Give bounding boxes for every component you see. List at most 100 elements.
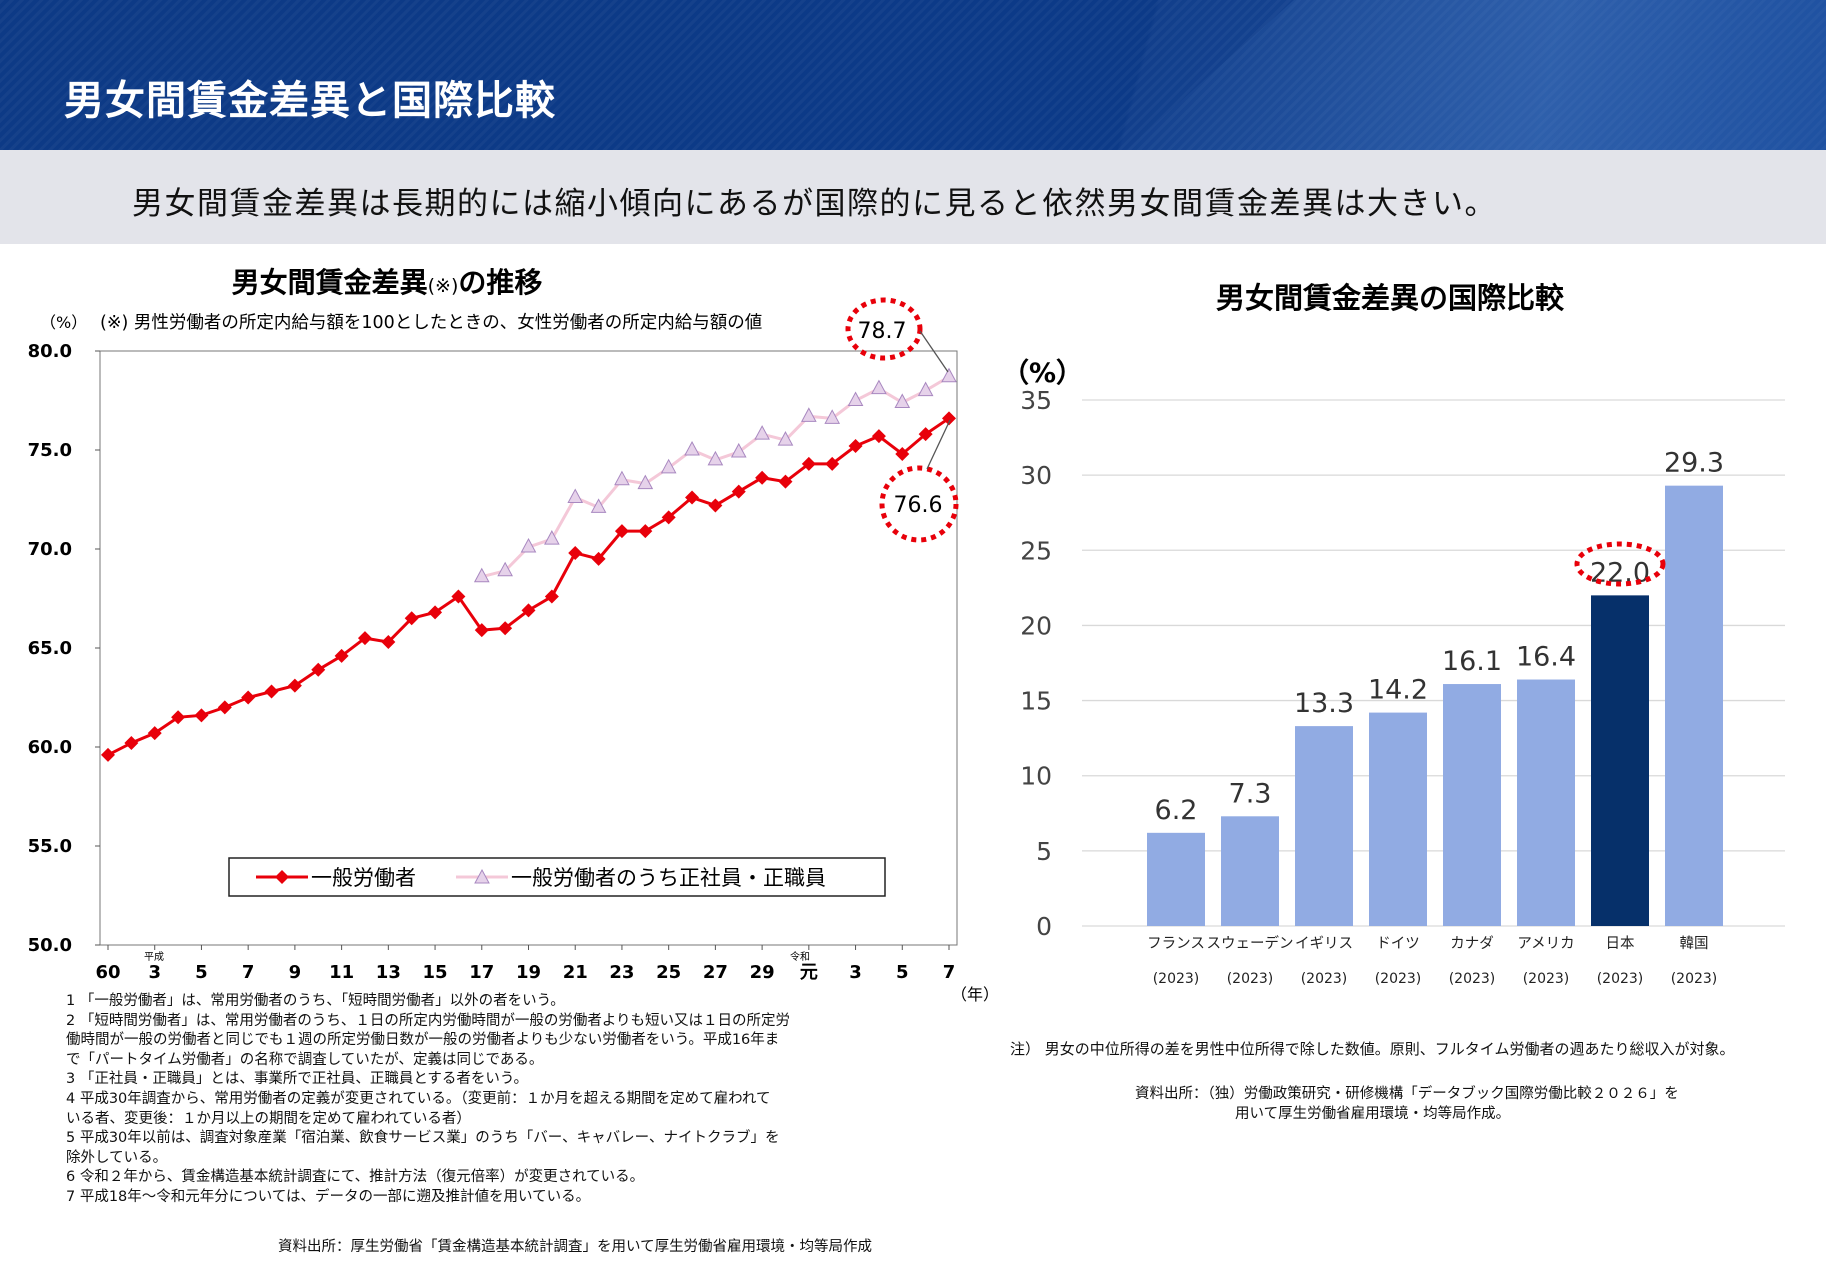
callout-78-7-label: 78.7 (858, 319, 907, 344)
x-tick-label: 25 (656, 962, 681, 983)
x-tick-label: 3 (849, 962, 862, 983)
general-point (521, 603, 536, 618)
bar-5 (1517, 679, 1575, 926)
line-plot-area (99, 350, 958, 946)
general-point (614, 524, 629, 539)
x-tick-label: 15 (423, 962, 448, 983)
general-point (942, 411, 956, 426)
regular-point (754, 425, 770, 440)
general-point (918, 427, 933, 442)
bar-y-tick-label: 25 (1020, 536, 1052, 565)
x-tick-label: 元 (800, 962, 818, 983)
regular-point (614, 470, 630, 486)
bar-chart-yunit: （%） (1002, 358, 1083, 389)
x-tick-label: 3 (148, 962, 161, 983)
regular-point (847, 391, 864, 406)
bar-4 (1443, 684, 1501, 926)
regular-point (637, 474, 654, 490)
bar-year-label: (2023) (1671, 971, 1718, 987)
bar-category-label: フランス (1147, 936, 1205, 952)
summary-text: 男女間賃金差異は長期的には縮小傾向にあるが国際的に見ると依然男女間賃金差異は大き… (132, 186, 1497, 222)
general-point (708, 498, 723, 513)
bar-series: 6.2 フランス (2023) 7.3 スウェーデン (2023) 13.3 イギリス (202… (1147, 448, 1724, 987)
header-bar (0, 0, 1826, 150)
bar-year-label: (2023) (1301, 971, 1348, 987)
general-point (661, 510, 676, 525)
bar-y-tick-label: 30 (1020, 461, 1052, 490)
footnote-line: 1 「一般労働者」は、常用労働者のうち、「短時間労働者」以外の者をいう。 (66, 993, 565, 1009)
footnote-line: で「パートタイム労働者」の名称で調査していたが、定義は同じである。 (66, 1051, 544, 1068)
general-point (217, 700, 232, 715)
bar-year-label: (2023) (1523, 971, 1570, 987)
regular-point (707, 450, 724, 466)
bar-category-label: 韓国 (1680, 935, 1709, 952)
callout-76-6-label: 76.6 (894, 493, 943, 518)
bar-value-label: 7.3 (1229, 778, 1272, 809)
regular-point (567, 488, 584, 504)
general-point (685, 490, 700, 505)
x-tick-label: 5 (896, 962, 909, 983)
x-tick-label: 21 (563, 962, 588, 983)
regular-point (473, 567, 490, 583)
y-tick-label: 70.0 (28, 539, 72, 560)
regular-point (777, 431, 794, 446)
bar-0 (1147, 832, 1205, 926)
era-label-heisei: 平成 (144, 951, 164, 963)
general-point (801, 456, 816, 471)
footnote-line: 2 「短時間労働者」は、常用労働者のうち、１日の所定内労働時間が一般の労働者より… (66, 1012, 791, 1029)
footnote-line: 5 平成30年以前は、調査対象産業「宿泊業、飲食サービス業」のうち「バー、キャバ… (66, 1130, 780, 1147)
general-point (311, 662, 326, 677)
regular-point (684, 440, 700, 456)
bar-value-label: 13.3 (1294, 688, 1354, 719)
general-point (895, 446, 910, 461)
footnote-line: 6 令和２年から、賃金構造基本統計調査にて、推計方法（復元倍率）が変更されている… (66, 1169, 645, 1186)
general-point (848, 439, 863, 454)
general-point (101, 747, 115, 762)
bar-value-label: 16.4 (1516, 642, 1576, 673)
line-x-unit: （年） (951, 985, 999, 1004)
general-point (404, 611, 419, 626)
regular-point (824, 409, 841, 424)
bar-year-label: (2023) (1375, 971, 1422, 987)
bar-y-tick-label: 10 (1020, 762, 1052, 791)
legend-regular-label: 一般労働者のうち正社員・正職員 (511, 866, 826, 890)
bar-category-label: カナダ (1450, 935, 1494, 952)
general-point (381, 635, 396, 650)
regular-point (941, 367, 957, 383)
general-point (428, 605, 443, 620)
general-point (287, 678, 302, 693)
bar-chart-note: 注） 男女の中位所得の差を男性中位所得で除した数値。原則、フルタイム労働者の週あ… (1010, 1040, 1735, 1058)
line-chart-note: (※) 男性労働者の所定内給与額を100としたときの、女性労働者の所定内給与額の… (100, 313, 762, 333)
regular-point (660, 458, 677, 474)
x-tick-label: 19 (516, 962, 541, 983)
bar-value-label: 29.3 (1664, 448, 1724, 479)
line-chart-title: 男女間賃金差異(※)の推移 (232, 266, 543, 299)
legend-general-label: 一般労働者 (311, 866, 416, 890)
y-tick-label: 65.0 (28, 638, 72, 659)
callout-76-6: 76.6 (879, 419, 959, 543)
era-label-reiwa: 令和 (790, 950, 810, 963)
general-point (194, 708, 209, 723)
line-chart-source: 資料出所：厚生労働省「賃金構造基本統計調査」を用いて厚生労働省雇用環境・均等局作… (278, 1239, 873, 1255)
x-tick-label: 9 (289, 962, 302, 983)
general-point (591, 551, 606, 566)
bar-6 (1591, 595, 1649, 926)
x-tick-label: 7 (242, 962, 255, 983)
bar-year-label: (2023) (1597, 971, 1644, 987)
regular-point (497, 561, 513, 577)
bar-chart-title: 男女間賃金差異の国際比較 (1216, 281, 1565, 315)
regular-point (917, 381, 934, 397)
general-point (147, 726, 162, 741)
general-point (638, 524, 653, 539)
x-tick-label: 27 (703, 962, 728, 983)
x-tick-label: 17 (469, 962, 494, 983)
footnote-line: いる者、変更後：１か月以上の期間を定めて雇われている者） (66, 1110, 471, 1127)
legend-triangle-icon (474, 868, 490, 884)
bar-y-tick-label: 35 (1020, 386, 1052, 415)
general-point (568, 545, 583, 560)
general-point (544, 589, 559, 604)
footnote-line: 除外している。 (66, 1149, 168, 1166)
general-point (357, 631, 372, 646)
footnote-line: 働時間が一般の労働者と同じでも１週の所定労働日数が一般の労働者よりも少ない労働者… (66, 1032, 780, 1049)
line-x-axis: 60 3 5 7 9 11 13 15 17 19 21 23 25 27 29 元 3 5 7 (95, 945, 955, 983)
